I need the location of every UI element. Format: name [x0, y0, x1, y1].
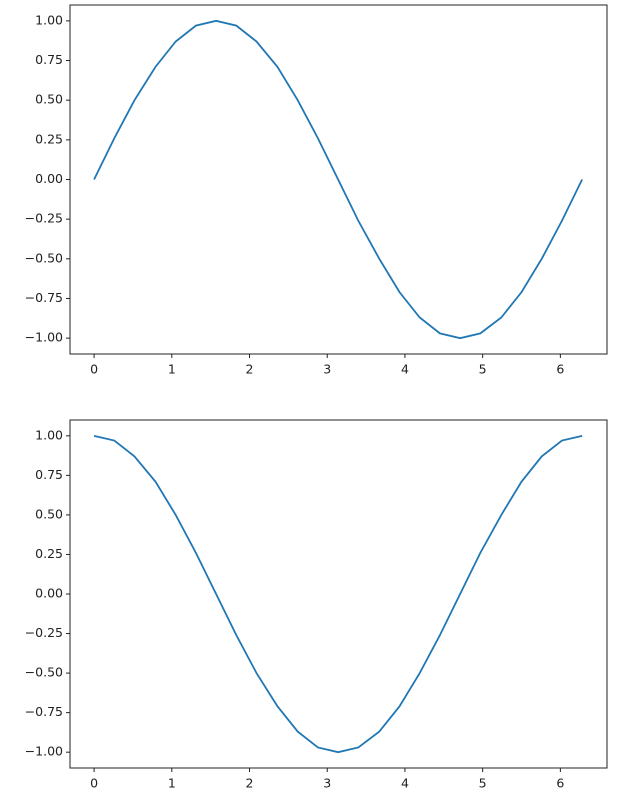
x-tick-label: 1	[168, 776, 176, 791]
x-tick-label: 2	[246, 362, 254, 377]
y-tick-label: −0.75	[25, 290, 63, 305]
y-tick-label: 0.25	[35, 546, 63, 561]
y-tick-label: 0.50	[35, 506, 63, 521]
axes-frame	[69, 419, 608, 769]
y-tick-label: 1.00	[35, 12, 63, 27]
y-tick-label: 0.50	[35, 92, 63, 107]
x-tick-label: 5	[479, 362, 487, 377]
x-tick-label: 0	[90, 776, 98, 791]
y-tick-label: −1.00	[25, 330, 63, 345]
x-tick-label: 2	[246, 776, 254, 791]
y-tick-label: 0.25	[35, 131, 63, 146]
x-tick-label: 1	[168, 362, 176, 377]
y-tick-label: −0.25	[25, 211, 63, 226]
x-tick-label: 3	[323, 776, 331, 791]
line	[93, 434, 583, 754]
y-tick-label: −0.25	[25, 625, 63, 640]
line	[93, 19, 583, 340]
x-tick-label: 4	[401, 362, 409, 377]
axes-frame	[69, 4, 608, 355]
y-tick-label: 0.00	[35, 586, 63, 601]
y-tick-label: 0.75	[35, 52, 63, 67]
x-tick-label: 5	[479, 776, 487, 791]
y-tick-label: −0.50	[25, 665, 63, 680]
y-tick-label: −0.50	[25, 250, 63, 265]
y-tick-label: −1.00	[25, 744, 63, 759]
y-tick-label: −0.75	[25, 704, 63, 719]
x-tick-label: 4	[401, 776, 409, 791]
y-tick-label: 0.75	[35, 467, 63, 482]
x-tick-label: 0	[90, 362, 98, 377]
y-tick-label: 1.00	[35, 427, 63, 442]
y-tick-label: 0.00	[35, 171, 63, 186]
x-tick-label: 3	[323, 362, 331, 377]
x-tick-label: 6	[556, 362, 564, 377]
x-tick-label: 6	[556, 776, 564, 791]
